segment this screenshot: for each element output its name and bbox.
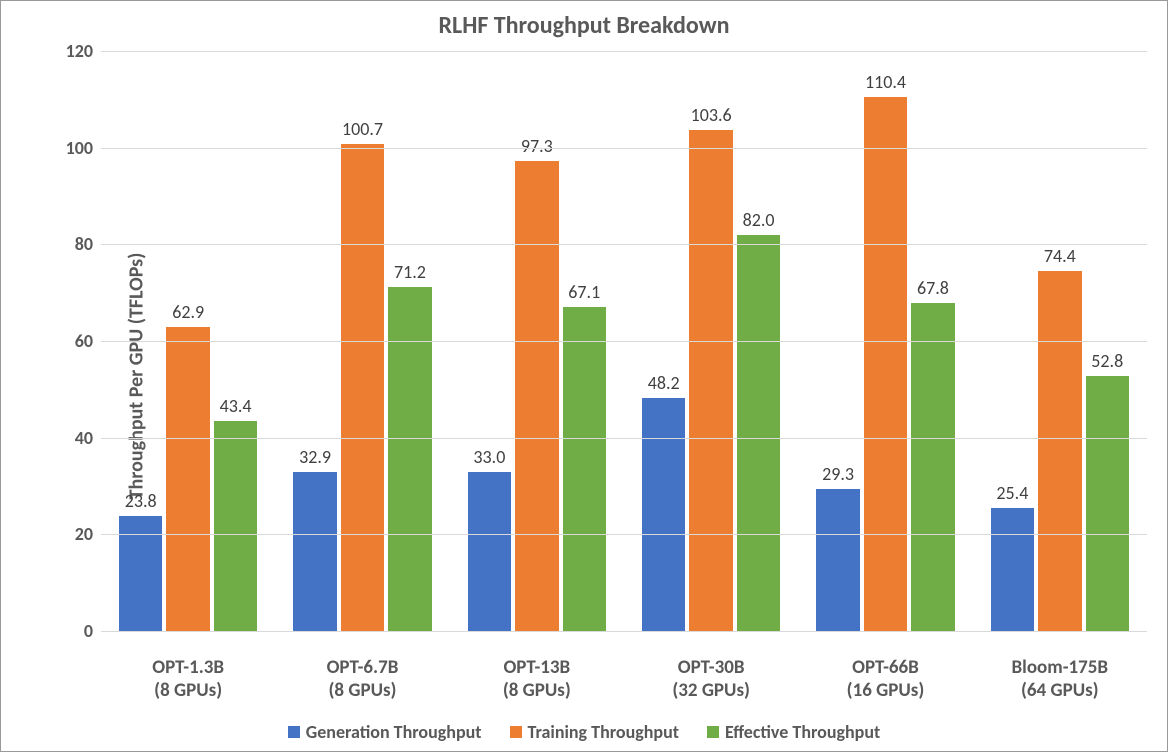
x-tick-label-line1: Bloom-175B <box>973 657 1147 680</box>
x-tick-label-line2: (8 GPUs) <box>450 680 624 703</box>
bar: 52.8 <box>1086 376 1129 631</box>
chart-title: RLHF Throughput Breakdown <box>1 11 1167 40</box>
bar: 62.9 <box>166 327 209 631</box>
bar: 25.4 <box>991 508 1034 631</box>
x-tick-label-line2: (32 GPUs) <box>624 680 798 703</box>
bar-value-label: 32.9 <box>299 446 331 472</box>
gridline <box>101 438 1147 439</box>
x-tick-label: OPT-66B(16 GPUs) <box>798 657 972 703</box>
x-tick-label-line1: OPT-13B <box>450 657 624 680</box>
x-tick-label-line1: OPT-6.7B <box>275 657 449 680</box>
x-tick-label: OPT-6.7B(8 GPUs) <box>275 657 449 703</box>
bar: 67.1 <box>563 307 606 631</box>
legend-label: Generation Throughput <box>306 721 482 743</box>
x-axis-labels: OPT-1.3B(8 GPUs)OPT-6.7B(8 GPUs)OPT-13B(… <box>101 657 1147 703</box>
legend-swatch <box>288 726 300 738</box>
gridline <box>101 341 1147 342</box>
bar: 97.3 <box>515 161 558 631</box>
x-tick-label: Bloom-175B(64 GPUs) <box>973 657 1147 703</box>
bar: 67.8 <box>911 303 954 631</box>
bar-value-label: 100.7 <box>342 118 383 144</box>
legend-item: Generation Throughput <box>288 721 482 743</box>
bar-value-label: 62.9 <box>172 301 204 327</box>
bar-value-label: 74.4 <box>1044 245 1076 271</box>
bar: 32.9 <box>293 472 336 631</box>
bar-value-label: 33.0 <box>473 446 505 472</box>
legend-swatch <box>510 726 522 738</box>
bar: 33.0 <box>468 472 511 632</box>
bar-value-label: 25.4 <box>996 482 1028 508</box>
bar-value-label: 103.6 <box>691 104 732 130</box>
bar-value-label: 48.2 <box>648 372 680 398</box>
x-tick-label: OPT-1.3B(8 GPUs) <box>101 657 275 703</box>
y-tick-label: 0 <box>84 620 101 642</box>
gridline <box>101 148 1147 149</box>
y-tick-label: 60 <box>75 330 101 352</box>
legend-swatch <box>707 726 719 738</box>
x-tick-label-line2: (8 GPUs) <box>275 680 449 703</box>
legend-label: Effective Throughput <box>725 721 880 743</box>
y-tick-label: 40 <box>75 427 101 449</box>
x-tick-label-line2: (16 GPUs) <box>798 680 972 703</box>
x-tick-label-line2: (8 GPUs) <box>101 680 275 703</box>
gridline <box>101 631 1147 632</box>
x-tick-label-line1: OPT-66B <box>798 657 972 680</box>
bar: 48.2 <box>642 398 685 631</box>
y-tick-label: 80 <box>75 233 101 255</box>
y-tick-label: 20 <box>75 523 101 545</box>
bar-value-label: 67.8 <box>917 277 949 303</box>
y-tick-label: 100 <box>66 137 101 159</box>
bar: 103.6 <box>689 130 732 631</box>
bar-value-label: 110.4 <box>865 71 906 97</box>
legend-label: Training Throughput <box>528 721 679 743</box>
bar: 43.4 <box>214 421 257 631</box>
legend-item: Training Throughput <box>510 721 679 743</box>
x-tick-label: OPT-13B(8 GPUs) <box>450 657 624 703</box>
x-tick-label-line2: (64 GPUs) <box>973 680 1147 703</box>
bar-value-label: 43.4 <box>220 395 252 421</box>
gridline <box>101 51 1147 52</box>
bar-value-label: 71.2 <box>394 261 426 287</box>
x-tick-label: OPT-30B(32 GPUs) <box>624 657 798 703</box>
plot-area: 23.862.943.432.9100.771.233.097.367.148.… <box>101 51 1147 631</box>
chart-container: RLHF Throughput Breakdown Throughput Per… <box>0 0 1168 752</box>
bar-value-label: 52.8 <box>1091 350 1123 376</box>
bar: 82.0 <box>737 235 780 631</box>
bar: 29.3 <box>816 489 859 631</box>
legend: Generation Throughput Training Throughput… <box>1 721 1167 743</box>
bar: 74.4 <box>1038 271 1081 631</box>
legend-item: Effective Throughput <box>707 721 880 743</box>
x-tick-label-line1: OPT-1.3B <box>101 657 275 680</box>
y-tick-label: 120 <box>66 40 101 62</box>
bar: 71.2 <box>388 287 431 631</box>
gridline <box>101 244 1147 245</box>
x-tick-label-line1: OPT-30B <box>624 657 798 680</box>
bar-value-label: 23.8 <box>125 490 157 516</box>
bar-value-label: 67.1 <box>568 281 600 307</box>
bar-value-label: 29.3 <box>822 463 854 489</box>
bar: 110.4 <box>864 97 907 631</box>
bar: 100.7 <box>341 144 384 631</box>
bar-value-label: 82.0 <box>743 209 775 235</box>
bar: 23.8 <box>119 516 162 631</box>
gridline <box>101 534 1147 535</box>
